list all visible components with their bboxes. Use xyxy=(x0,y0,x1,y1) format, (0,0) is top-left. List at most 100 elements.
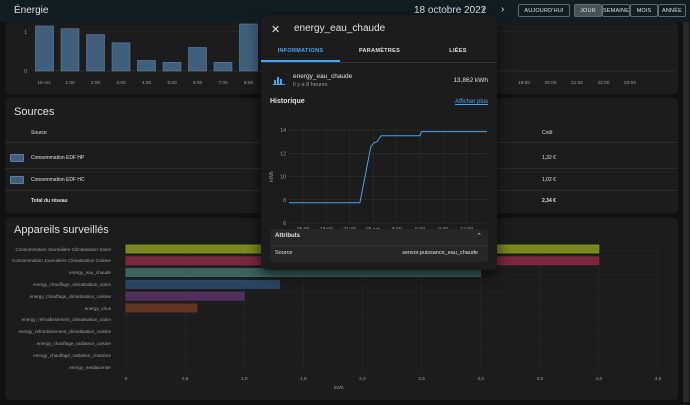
range-day-button[interactable]: JOUR xyxy=(574,4,602,17)
attributes-panel: Attributs ⌃ Source sensor.puissance_eau_… xyxy=(270,229,488,262)
range-month-button[interactable]: MOIS xyxy=(630,4,658,17)
show-more-link[interactable]: Afficher plus xyxy=(455,99,488,105)
usage-bar xyxy=(188,47,207,72)
usage-bar xyxy=(35,25,54,72)
history-title: Historique xyxy=(270,98,305,105)
page-title: Énergie xyxy=(14,5,49,16)
source-cost: 1,02 € xyxy=(542,177,556,183)
device-label: energy_virus xyxy=(84,305,111,311)
x-tick-label: 2,0 xyxy=(359,376,366,382)
x-tick-label: 7:00 xyxy=(218,80,228,86)
sources-col-source: Source xyxy=(31,130,47,136)
entity-state: 13,862 kWh xyxy=(453,77,488,84)
x-tick-label: 18 oct. xyxy=(37,80,51,86)
total-label: Total du réseau xyxy=(31,198,68,204)
usage-bar xyxy=(60,28,80,72)
device-label: energy_eau_chaude xyxy=(69,270,111,276)
source-swatch xyxy=(10,176,24,184)
range-week-button[interactable]: SEMAINE xyxy=(602,4,630,17)
source-swatch xyxy=(10,154,24,162)
y-axis-label: kWh xyxy=(269,171,275,181)
total-cost: 2,34 € xyxy=(542,198,556,204)
y-tick-label: 1 xyxy=(24,30,27,36)
x-tick-label: 2:00 xyxy=(91,80,101,86)
close-icon[interactable]: ✕ xyxy=(271,24,281,36)
entity-name: energy_eau_chaude xyxy=(293,73,353,80)
device-label: Consommation Journalière Climatisation C… xyxy=(11,258,111,264)
device-label: energy_mediacenter xyxy=(69,364,111,370)
x-tick-label: 1:00 xyxy=(65,80,75,86)
usage-bar xyxy=(137,60,156,72)
chevron-up-icon[interactable]: ⌃ xyxy=(476,233,482,240)
devices-title: Appareils surveillés xyxy=(14,224,109,236)
sources-title: Sources xyxy=(14,106,55,118)
divider xyxy=(270,245,488,246)
chart-bar-icon xyxy=(273,77,285,85)
attribute-key: Source xyxy=(275,250,293,256)
entity-dialog: ✕ energy_eau_chaude INFORMATIONS PARAMÈT… xyxy=(261,15,497,270)
x-tick-label: 2,5 xyxy=(418,376,425,382)
divider xyxy=(261,62,497,63)
scrollbar[interactable] xyxy=(683,22,689,402)
x-tick-label: 6:00 xyxy=(193,80,203,86)
x-tick-label: 3:00 xyxy=(116,80,126,86)
usage-bar xyxy=(162,62,182,72)
x-tick-label: 20:00 xyxy=(544,80,556,86)
source-name: Consommation EDF HC xyxy=(31,177,85,183)
x-tick-label: 19:00 xyxy=(518,80,530,86)
device-label: energy_refroidissement_climatisation_sal… xyxy=(21,317,111,323)
device-label: energy_chauffage_climatisation_cuisine xyxy=(29,293,111,299)
device-label: Consommation Journalière Climatisation S… xyxy=(15,246,112,252)
sources-col-cost: Coût xyxy=(542,130,553,136)
device-bar xyxy=(125,291,245,301)
usage-bar xyxy=(213,62,233,72)
chevron-right-icon[interactable]: › xyxy=(501,4,505,15)
usage-bar xyxy=(111,42,131,72)
x-tick-label: 3,0 xyxy=(477,376,484,382)
device-label: energy_chauffage_radiateur_chambre xyxy=(33,352,111,358)
x-tick-label: 5:00 xyxy=(167,80,177,86)
x-tick-label: 1,0 xyxy=(241,376,248,382)
x-tick-label: 0,5 xyxy=(182,376,189,382)
attributes-title[interactable]: Attributs xyxy=(275,233,300,239)
y-tick-label: 6 xyxy=(283,221,286,227)
tab-indicator xyxy=(261,60,340,62)
x-tick-label: 8:00 xyxy=(244,80,254,86)
y-tick-label: 10 xyxy=(280,175,286,181)
x-tick-label: 21:00 xyxy=(571,80,583,86)
y-tick-label: 8 xyxy=(283,198,286,204)
x-tick-label: 22:00 xyxy=(597,80,609,86)
device-label: energy_chauffage_radiateur_cuisine xyxy=(36,340,111,346)
device-bar xyxy=(125,280,281,289)
device-label: energy_refroidissement_climatisation_cui… xyxy=(18,329,111,335)
device-label: energy_chauffage_climatisation_salon xyxy=(32,281,111,287)
tab-informations[interactable]: INFORMATIONS xyxy=(277,48,324,54)
range-year-button[interactable]: ANNÉE xyxy=(658,4,686,17)
x-tick-label: 0 xyxy=(125,376,128,382)
source-cost: 1,32 € xyxy=(542,155,556,161)
today-button[interactable]: AUJOURD'HUI xyxy=(518,4,570,17)
current-date: 18 octobre 2022 xyxy=(414,5,487,16)
y-tick-label: 14 xyxy=(280,128,286,134)
source-name: Consommation EDF HP xyxy=(31,155,85,161)
y-tick-label: 0 xyxy=(24,69,27,75)
tab-liees[interactable]: LIÉES xyxy=(449,48,467,54)
x-tick-label: 1,5 xyxy=(300,376,307,382)
usage-bar xyxy=(86,34,105,72)
x-tick-label: 23:00 xyxy=(624,80,636,86)
chevron-left-icon[interactable]: ‹ xyxy=(482,4,486,15)
device-bar xyxy=(125,303,198,313)
x-tick-label: 4,5 xyxy=(655,376,662,382)
x-axis-label: kWh xyxy=(334,385,344,391)
y-tick-label: 12 xyxy=(280,151,286,157)
x-tick-label: 4,0 xyxy=(596,376,603,382)
x-tick-label: 3,5 xyxy=(536,376,543,382)
usage-bar xyxy=(239,23,258,72)
tab-parametres[interactable]: PARAMÈTRES xyxy=(358,48,401,54)
entity-last-changed: Il y a 8 heures xyxy=(293,82,328,88)
attribute-value: sensor.puissance_eau_chaude xyxy=(402,250,478,256)
history-series-line xyxy=(289,131,487,204)
dialog-title: energy_eau_chaude xyxy=(294,23,386,34)
x-tick-label: 4:00 xyxy=(142,80,152,86)
